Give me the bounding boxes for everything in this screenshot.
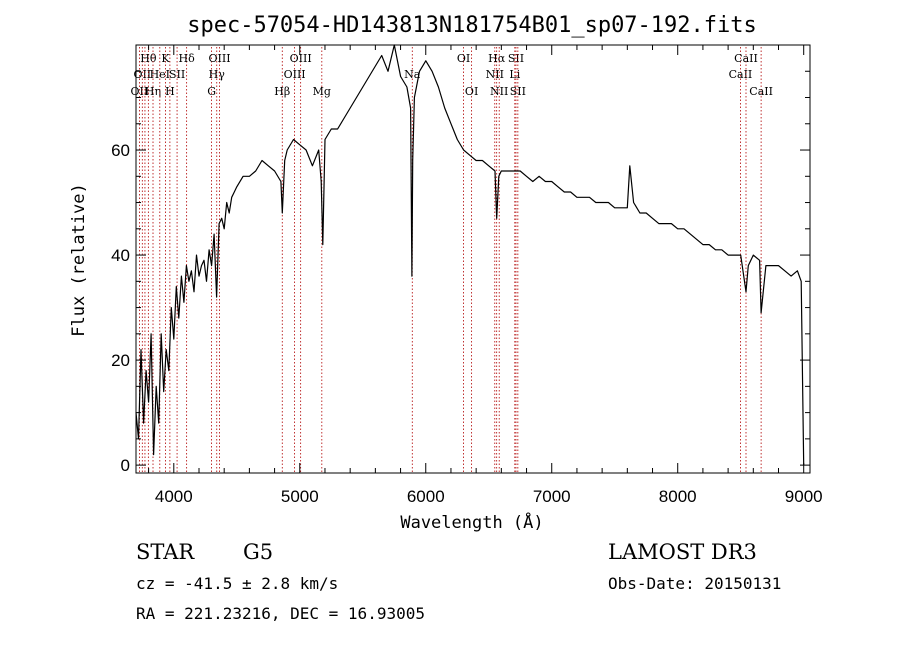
y-axis: 0 20 40 60 [111, 70, 810, 475]
y-tick-label: 0 [121, 456, 130, 475]
line-marker-label: OIII [290, 52, 312, 65]
object-type: STAR [136, 540, 195, 564]
line-marker-label: OII [131, 85, 149, 98]
line-marker-label: CaII [734, 52, 758, 65]
x-axis: 4000 5000 6000 7000 8000 9000 [148, 45, 823, 506]
line-marker-label: Hδ [179, 52, 196, 65]
x-tick-label: 8000 [659, 487, 697, 506]
line-marker-label: Hα [488, 52, 506, 65]
chart-title: spec-57054-HD143813N181754B01_sp07-192.f… [187, 13, 757, 38]
line-marker-label: OI [457, 52, 470, 65]
line-marker-label: Hθ [140, 52, 157, 65]
line-marker-label: Hγ [209, 68, 226, 81]
line-marker-label: OIII [284, 68, 306, 81]
line-marker-label: NII [486, 68, 504, 81]
x-tick-label: 4000 [155, 487, 193, 506]
spectral-line-markers: OIIOIIHθHηHeIKHSIIHδGHγOIIIHβOIIIOIIIMgN… [131, 47, 773, 473]
y-tick-label: 40 [111, 246, 130, 265]
line-marker-label: K [161, 52, 170, 65]
line-marker-label: CaII [749, 85, 773, 98]
line-marker-label: H [165, 85, 175, 98]
line-marker-label: HeI [150, 68, 170, 81]
line-marker-label: SII [169, 68, 185, 81]
line-marker-label: NII [490, 85, 508, 98]
survey-name: LAMOST DR3 [608, 540, 757, 564]
line-marker-label: Mg [313, 85, 331, 98]
redshift-text: cz = -41.5 ± 2.8 km/s [136, 574, 339, 593]
line-marker-label: Hβ [274, 85, 290, 98]
x-tick-label: 9000 [785, 487, 823, 506]
line-marker-label: Na [404, 68, 421, 81]
line-marker-label: G [207, 85, 216, 98]
x-axis-label: Wavelength (Å) [400, 511, 543, 533]
x-tick-label: 6000 [407, 487, 445, 506]
y-tick-label: 60 [111, 141, 130, 160]
line-marker-label: SII [508, 52, 524, 65]
line-marker-label: Hη [145, 85, 161, 98]
y-axis-label: Flux (relative) [69, 183, 89, 337]
line-marker-label: SII [510, 85, 526, 98]
line-marker-label: CaII [729, 68, 753, 81]
line-marker-label: Li [509, 68, 520, 81]
plot-frame [135, 44, 811, 474]
line-marker-label: OIII [208, 52, 230, 65]
line-marker-label: OI [465, 85, 478, 98]
obs-date: Obs-Date: 20150131 [608, 574, 782, 593]
y-tick-label: 20 [111, 351, 130, 370]
spectral-subclass: G5 [243, 540, 274, 564]
x-tick-label: 5000 [281, 487, 319, 506]
spectrum-line [135, 44, 805, 466]
x-tick-label: 7000 [533, 487, 571, 506]
spectrum-series [135, 44, 805, 466]
coordinates-text: RA = 221.23216, DEC = 16.93005 [136, 604, 425, 623]
